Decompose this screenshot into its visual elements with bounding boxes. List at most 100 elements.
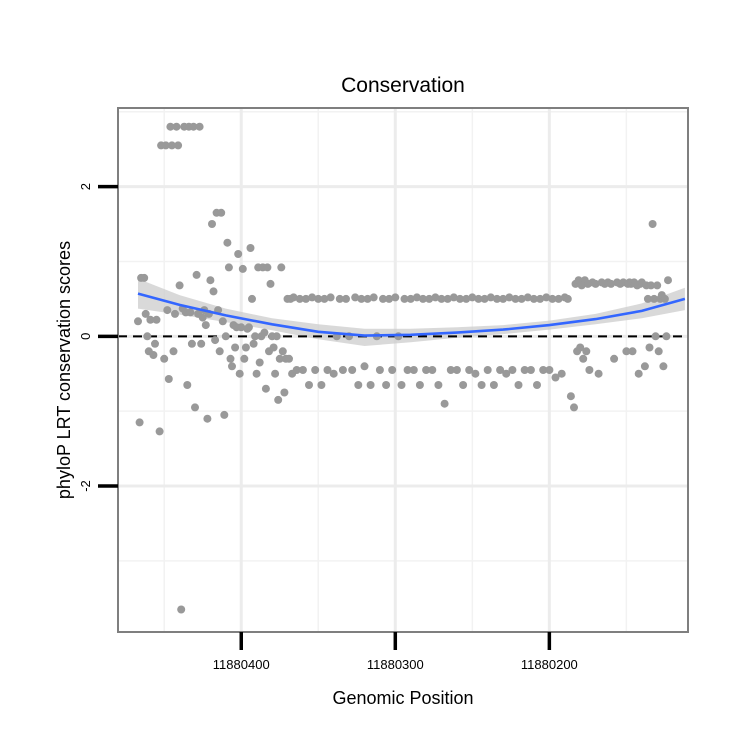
data-point [143, 332, 152, 341]
data-point [557, 369, 566, 378]
data-point [514, 381, 523, 389]
data-point [425, 294, 434, 303]
data-point [187, 339, 196, 348]
data-point [477, 381, 486, 389]
data-point [610, 354, 619, 363]
data-point [249, 339, 258, 348]
data-point [275, 354, 284, 363]
data-point [172, 122, 181, 131]
data-point [607, 279, 615, 288]
data-point [208, 220, 216, 228]
data-point [536, 294, 545, 303]
data-point [375, 366, 384, 374]
data-point [654, 347, 663, 356]
data-point [163, 306, 172, 315]
data-point [169, 347, 178, 356]
data-point [260, 328, 269, 337]
data-point [167, 141, 176, 150]
data-point [161, 141, 170, 150]
data-point [502, 369, 511, 378]
data-point [248, 294, 256, 303]
data-point [660, 294, 669, 303]
data-point [237, 323, 246, 332]
data-point [486, 293, 495, 302]
data-point [261, 384, 270, 393]
data-point [197, 339, 206, 348]
data-point [585, 366, 594, 374]
data-point [483, 366, 492, 374]
data-point [385, 294, 394, 303]
data-point [311, 366, 320, 374]
data-point [640, 362, 649, 371]
data-point [357, 294, 366, 303]
smooth-fit-line [137, 292, 686, 337]
x-tick-label: 11880200 [521, 657, 578, 672]
data-point [379, 294, 387, 303]
data-point [551, 373, 560, 382]
data-point [645, 343, 654, 352]
data-point [238, 264, 247, 273]
data-point [653, 281, 662, 290]
data-point [651, 332, 660, 341]
data-point [391, 293, 400, 302]
data-point [474, 294, 483, 303]
data-point [523, 293, 532, 302]
data-point [220, 410, 229, 419]
data-point [446, 366, 455, 374]
data-point [329, 369, 338, 378]
data-point [252, 369, 261, 378]
data-point [146, 315, 155, 324]
data-point [206, 276, 215, 285]
data-point [160, 354, 169, 363]
data-point [255, 358, 264, 367]
data-point [643, 294, 652, 303]
data-point [662, 332, 671, 341]
data-point [648, 220, 657, 228]
data-point [155, 427, 164, 436]
data-point [664, 276, 672, 285]
data-point [545, 366, 554, 374]
data-points [134, 122, 672, 614]
y-axis-ticks: 2 0 -2 [78, 183, 118, 492]
data-point [224, 263, 233, 272]
x-axis-label: Genomic Position [332, 688, 473, 708]
data-point [277, 263, 286, 272]
data-point [650, 294, 659, 303]
data-point [295, 294, 304, 303]
data-point [628, 347, 637, 356]
data-point [141, 309, 150, 318]
x-tick-label: 11880300 [367, 657, 424, 672]
y-tick-label: -2 [78, 480, 93, 492]
data-point [280, 388, 289, 397]
x-axis-ticks: 11880400 11880300 11880200 [213, 632, 578, 672]
data-point [177, 605, 186, 614]
x-tick-label: 11880400 [213, 657, 270, 672]
data-point [348, 366, 357, 374]
data-point [459, 381, 468, 389]
data-point [449, 293, 458, 302]
confidence-band [138, 278, 685, 346]
data-point [594, 369, 603, 378]
data-point [215, 347, 224, 356]
data-point [419, 294, 427, 303]
data-point [151, 339, 159, 348]
data-point [388, 366, 397, 374]
data-point [452, 366, 461, 374]
data-point [240, 354, 249, 363]
data-point [266, 279, 275, 288]
data-point [231, 343, 240, 352]
data-point [533, 381, 541, 389]
data-point [622, 347, 631, 356]
data-point [338, 366, 347, 374]
data-point [505, 293, 514, 302]
data-point [511, 294, 520, 303]
data-point [520, 366, 529, 374]
data-point [554, 294, 563, 303]
data-point [175, 281, 184, 290]
data-point [241, 343, 250, 352]
data-point [174, 141, 183, 150]
data-point [203, 414, 212, 423]
data-point [192, 270, 201, 279]
data-point [186, 308, 195, 317]
data-point [496, 366, 505, 374]
